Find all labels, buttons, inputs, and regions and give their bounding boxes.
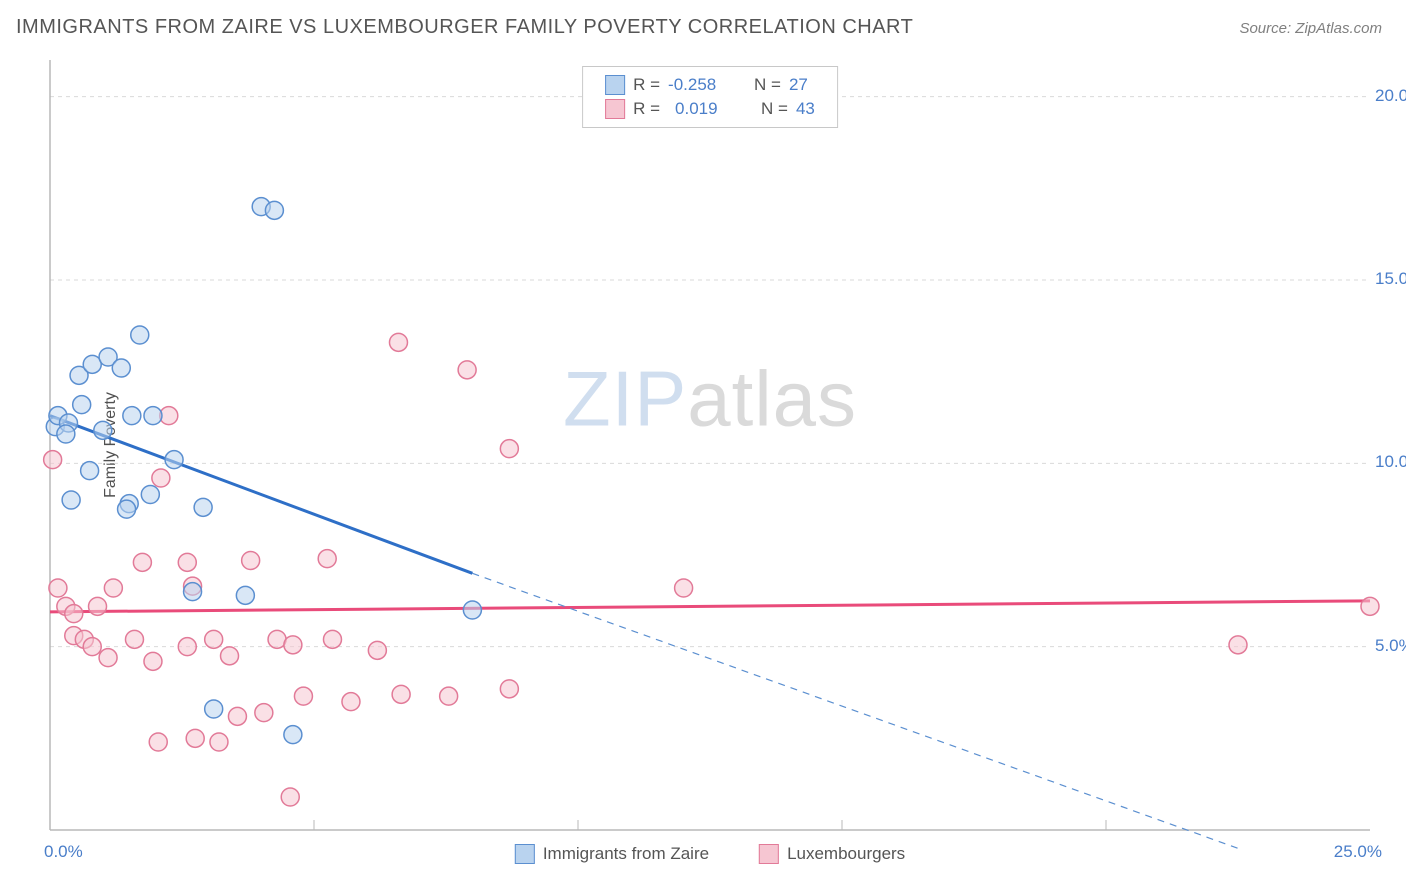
n-label: N = — [761, 99, 788, 119]
series-legend: Immigrants from Zaire Luxembourgers — [515, 844, 905, 864]
swatch-zaire — [515, 844, 535, 864]
legend-label: Immigrants from Zaire — [543, 844, 709, 864]
y-tick-label: 15.0% — [1375, 269, 1406, 289]
legend-label: Luxembourgers — [787, 844, 905, 864]
source-label: Source: ZipAtlas.com — [1239, 20, 1382, 37]
n-label: N = — [754, 75, 781, 95]
scatter-plot: Family Poverty ZIPatlas R = -0.258 N = 2… — [50, 60, 1370, 830]
legend-item-zaire: Immigrants from Zaire — [515, 844, 709, 864]
stats-legend: R = -0.258 N = 27 R = 0.019 N = 43 — [582, 66, 838, 128]
x-tick-max: 25.0% — [1334, 842, 1382, 862]
swatch-lux — [759, 844, 779, 864]
stats-row-lux: R = 0.019 N = 43 — [605, 97, 815, 121]
y-tick-label: 20.0% — [1375, 86, 1406, 106]
x-tick-min: 0.0% — [44, 842, 83, 862]
chart-svg — [50, 60, 1370, 830]
legend-item-lux: Luxembourgers — [759, 844, 905, 864]
swatch-lux — [605, 99, 625, 119]
r-label: R = — [633, 75, 660, 95]
chart-title: IMMIGRANTS FROM ZAIRE VS LUXEMBOURGER FA… — [16, 16, 913, 39]
y-tick-label: 10.0% — [1375, 452, 1406, 472]
y-tick-label: 5.0% — [1375, 636, 1406, 656]
stats-row-zaire: R = -0.258 N = 27 — [605, 73, 815, 97]
r-label: R = — [633, 99, 660, 119]
n-value: 27 — [789, 75, 808, 95]
n-value: 43 — [796, 99, 815, 119]
r-value: 0.019 — [668, 99, 735, 119]
r-value: -0.258 — [668, 75, 728, 95]
swatch-zaire — [605, 75, 625, 95]
